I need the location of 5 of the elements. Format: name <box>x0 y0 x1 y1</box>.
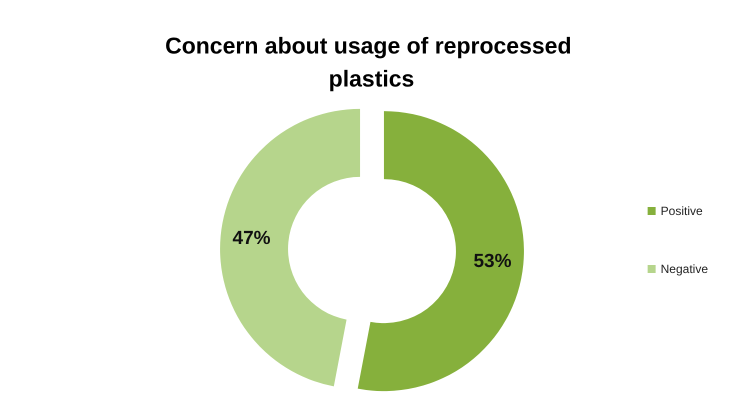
legend-label: Positive <box>660 204 703 218</box>
chart-title: Concern about usage of reprocessed plastics <box>165 32 578 92</box>
data-label: 53% <box>473 250 512 272</box>
data-label: 47% <box>232 228 271 250</box>
legend-label: Negative <box>660 262 708 276</box>
